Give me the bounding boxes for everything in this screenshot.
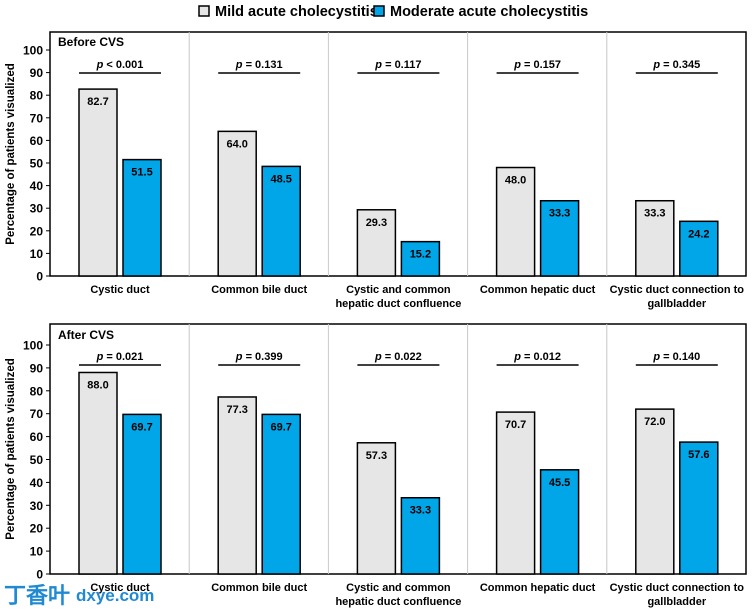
y-tick-label: 80 (30, 89, 44, 103)
panel-title: After CVS (58, 328, 114, 342)
data-label-mild: 57.3 (366, 450, 387, 462)
bar-moderate (400, 496, 441, 575)
chart-panel-after-cvs: After CVS Percentage of patients visualiz… (5, 323, 747, 608)
data-label-moderate: 51.5 (131, 167, 152, 179)
bar-moderate (261, 165, 301, 277)
data-label-mild: 48.0 (505, 175, 526, 187)
data-label-mild: 88.0 (87, 379, 108, 391)
bar-mild (495, 411, 536, 575)
bar-mild (78, 88, 118, 277)
data-label-moderate: 57.6 (688, 449, 709, 461)
bar-moderate (261, 413, 301, 575)
panel-title: Before CVS (58, 35, 124, 49)
x-category-label: Common bile duct (211, 284, 307, 296)
data-label-moderate: 69.7 (270, 421, 291, 433)
p-value-label: p = 0.140 (652, 351, 700, 363)
plot-frame (49, 323, 747, 575)
y-tick-label: 30 (30, 499, 44, 513)
data-label-mild: 72.0 (644, 416, 665, 428)
y-tick-label: 10 (30, 545, 44, 559)
y-tick-label: 70 (30, 407, 44, 421)
legend-swatch-mild (198, 5, 210, 17)
y-tick-label: 50 (30, 157, 44, 171)
y-tick-label: 0 (36, 270, 43, 284)
bar-moderate (679, 220, 719, 277)
data-label-moderate: 69.7 (131, 421, 152, 433)
data-label-moderate: 24.2 (688, 228, 709, 240)
data-label-mild: 82.7 (87, 96, 108, 108)
y-tick-label: 10 (30, 247, 44, 261)
y-tick-label: 100 (23, 44, 43, 58)
watermark-latin: dxye.com (76, 586, 154, 605)
legend-label-moderate: Moderate acute cholecystitis (390, 4, 588, 20)
bar-moderate (539, 199, 580, 277)
data-label-mild: 70.7 (505, 419, 526, 431)
data-label-mild: 29.3 (366, 217, 387, 229)
y-tick-label: 60 (30, 134, 44, 148)
p-value-label: p < 0.001 (96, 59, 144, 71)
y-tick-label: 60 (30, 430, 44, 444)
x-category-label: Cystic duct (90, 582, 150, 594)
bar-mild (217, 396, 257, 575)
y-tick-label: 80 (30, 384, 44, 398)
p-value-label: p = 0.399 (235, 351, 283, 363)
x-category-label: Common hepatic duct (480, 284, 596, 296)
chart-panel-before-cvs: Before CVS Percentage of patients visuali… (5, 31, 747, 310)
legend: Mild acute cholecystitis Moderate acute c… (198, 4, 588, 20)
bar-moderate (122, 413, 162, 575)
y-axis-label: Percentage of patients visualized (5, 63, 17, 245)
legend-swatch-moderate (373, 5, 385, 17)
x-category-label: Cystic and common hepatic duct confluence (335, 284, 461, 310)
bar-mild (635, 408, 675, 575)
p-value-label: p = 0.345 (652, 59, 700, 71)
y-tick-label: 90 (30, 361, 44, 375)
bar-moderate (679, 441, 719, 575)
bar-mild (78, 371, 118, 575)
x-category-label: Cystic duct connection to gallbladder (610, 582, 745, 608)
data-label-mild: 77.3 (226, 404, 247, 416)
watermark-chinese: 丁香叶 (4, 583, 70, 608)
y-axis-label: Percentage of patients visualized (5, 358, 17, 540)
bar-moderate (539, 469, 580, 575)
bar-mild (217, 130, 257, 277)
bar-mild (356, 209, 397, 277)
data-label-moderate: 33.3 (410, 505, 431, 517)
y-tick-label: 30 (30, 202, 44, 216)
y-tick-label: 90 (30, 66, 44, 80)
y-tick-label: 0 (36, 568, 43, 582)
y-tick-label: 50 (30, 453, 44, 467)
x-category-label: Cystic duct connection to gallbladder (610, 284, 745, 310)
p-value-label: p = 0.117 (374, 59, 421, 71)
bar-moderate (400, 240, 441, 277)
bar-mild (356, 442, 397, 575)
bar-mild (635, 199, 675, 277)
p-value-label: p = 0.012 (513, 351, 561, 363)
y-tick-label: 40 (30, 476, 44, 490)
bar-mild (495, 166, 536, 277)
y-tick-label: 100 (23, 339, 43, 353)
x-category-label: Cystic duct (90, 284, 150, 296)
data-label-moderate: 33.3 (549, 208, 570, 220)
watermark: 丁香叶 dxye.com (4, 583, 154, 608)
data-label-moderate: 48.5 (270, 173, 291, 185)
x-category-label: Cystic and common hepatic duct confluence (335, 582, 461, 608)
x-category-label: Common hepatic duct (480, 582, 596, 594)
y-tick-label: 70 (30, 111, 44, 125)
data-label-mild: 64.0 (226, 138, 247, 150)
p-value-label: p = 0.157 (513, 59, 561, 71)
y-tick-label: 20 (30, 224, 44, 238)
data-label-moderate: 15.2 (410, 249, 431, 261)
x-category-label: Common bile duct (211, 582, 307, 594)
p-value-label: p = 0.131 (235, 59, 283, 71)
data-label-mild: 33.3 (644, 208, 665, 220)
y-tick-label: 40 (30, 179, 44, 193)
plot-frame (49, 31, 747, 277)
legend-label-mild: Mild acute cholecystitis (215, 4, 378, 20)
bar-moderate (122, 158, 162, 277)
p-value-label: p = 0.021 (96, 351, 144, 363)
y-tick-label: 20 (30, 522, 44, 536)
data-label-moderate: 45.5 (549, 477, 570, 489)
p-value-label: p = 0.022 (374, 351, 422, 363)
